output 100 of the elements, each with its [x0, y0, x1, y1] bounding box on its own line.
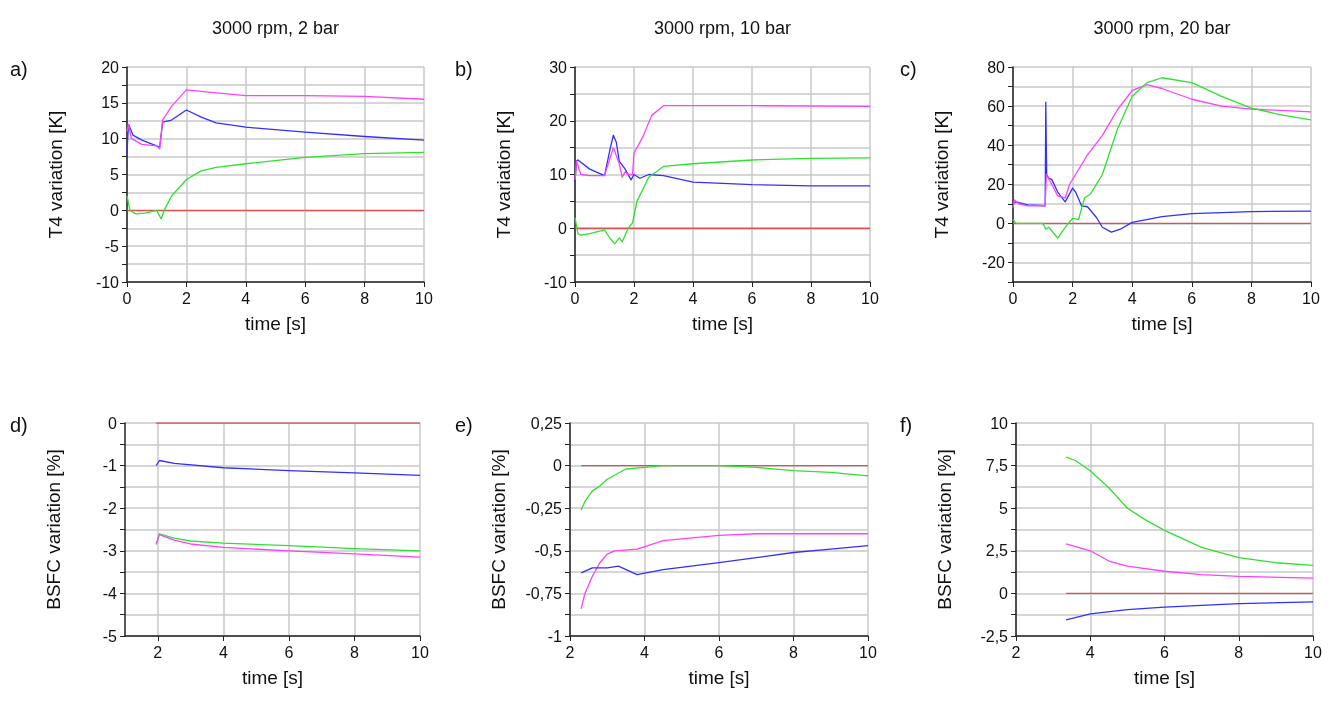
y-tick-label: 20	[101, 58, 120, 76]
x-axis-title: time [s]	[688, 667, 750, 688]
y-tick-label: 0	[108, 414, 118, 432]
line-series	[1065, 601, 1314, 621]
x-tick-label: 0	[122, 289, 132, 307]
y-tick-label: -5	[102, 627, 118, 645]
y-tick-label: 60	[987, 97, 1006, 115]
text: b)	[455, 58, 473, 80]
y-tick-label: -10	[95, 273, 120, 291]
chart-title: 3000 rpm, 10 bar	[653, 18, 792, 38]
x-tick-label: 2	[565, 643, 575, 661]
y-tick-label: 5	[110, 166, 120, 183]
x-tick-label: 4	[241, 289, 251, 307]
text: f)	[900, 414, 913, 436]
y-axis-title: T4 variation [K]	[45, 110, 66, 239]
line-series	[580, 464, 869, 511]
x-tick-label: 8	[360, 289, 370, 307]
line-series	[1065, 543, 1314, 579]
x-tick-label: 6	[300, 289, 310, 307]
x-tick-label: 8	[1246, 289, 1256, 307]
y-tick-label: -2	[102, 499, 118, 517]
line-series	[126, 109, 425, 154]
x-tick-label: 10	[411, 643, 429, 661]
y-tick-label: 20	[987, 175, 1006, 193]
text: d)	[10, 414, 28, 436]
y-tick-label: 5	[999, 499, 1009, 517]
x-tick-label: 4	[1085, 643, 1095, 661]
y-tick-label: 10	[990, 414, 1009, 432]
y-tick-label: 20	[549, 112, 568, 130]
y-tick-label: 10	[101, 130, 120, 148]
line-series	[574, 157, 871, 245]
line-series	[155, 533, 421, 558]
x-tick-label: 6	[747, 289, 757, 307]
chart-title: 3000 rpm, 20 bar	[1093, 18, 1231, 38]
y-tick-label: -4	[102, 584, 118, 602]
y-tick-label: -5	[104, 237, 120, 255]
y-tick-label: -0,25	[525, 499, 563, 517]
y-tick-label: 0	[999, 584, 1009, 602]
x-tick-label: 2	[629, 289, 639, 307]
x-tick-label: 6	[714, 643, 724, 661]
x-tick-label: 10	[1302, 289, 1320, 307]
y-tick-label: 10	[549, 166, 568, 183]
y-tick-label: 0,25	[530, 414, 563, 432]
x-axis-title: time [s]	[244, 313, 307, 334]
x-tick-label: 8	[1234, 643, 1244, 661]
y-tick-label: -0,5	[534, 542, 563, 560]
y-tick-label: 80	[987, 58, 1006, 76]
text: a)	[10, 58, 28, 80]
line-series	[155, 533, 421, 552]
line-series	[1012, 83, 1312, 209]
x-tick-label: 4	[218, 643, 228, 661]
x-tick-label: 4	[640, 643, 650, 661]
x-tick-label: 2	[153, 643, 163, 661]
text: c)	[900, 58, 917, 80]
x-axis-title: time [s]	[1133, 667, 1196, 688]
y-tick-label: 7,5	[985, 457, 1009, 475]
x-tick-label: 4	[688, 289, 698, 307]
y-tick-label: -0,75	[525, 584, 563, 602]
x-tick-label: 10	[1304, 643, 1322, 661]
y-axis-title: T4 variation [K]	[931, 110, 952, 239]
y-tick-label: -1	[547, 627, 563, 645]
line-series	[126, 151, 425, 220]
x-tick-label: 10	[859, 643, 877, 661]
x-tick-label: 4	[1127, 289, 1137, 307]
line-series	[574, 105, 871, 181]
x-tick-label: 2	[1011, 643, 1021, 661]
x-tick-label: 10	[861, 289, 879, 307]
x-axis-title: time [s]	[691, 313, 754, 334]
line-series	[1012, 101, 1312, 233]
line-series	[1012, 77, 1312, 239]
y-tick-label: -10	[543, 273, 568, 291]
y-tick-label: 0	[558, 219, 568, 237]
y-tick-label: 40	[987, 136, 1006, 154]
x-tick-label: 6	[1187, 289, 1197, 307]
x-tick-label: 8	[349, 643, 359, 661]
x-axis-title: time [s]	[1131, 313, 1193, 334]
y-tick-label: -20	[981, 253, 1006, 271]
y-tick-label: 0	[110, 201, 120, 219]
x-tick-label: 0	[570, 289, 580, 307]
chart-title: 3000 rpm, 2 bar	[211, 18, 340, 38]
line-series	[580, 545, 869, 576]
y-tick-label: 2,5	[985, 542, 1009, 560]
y-tick-label: 30	[549, 58, 568, 76]
x-tick-label: 2	[181, 289, 191, 307]
line-series	[580, 533, 869, 610]
x-tick-label: 6	[284, 643, 294, 661]
y-axis-title: BSFC variation [%]	[488, 449, 509, 610]
y-tick-label: -1	[102, 457, 118, 475]
x-tick-label: 10	[415, 289, 433, 307]
y-tick-label: 0	[996, 214, 1006, 232]
y-tick-label: -3	[102, 542, 118, 560]
text: e)	[455, 414, 473, 436]
line-series	[1065, 456, 1314, 566]
y-tick-label: -2,5	[980, 627, 1009, 645]
y-axis-title: BSFC variation [%]	[43, 449, 64, 610]
x-tick-label: 8	[806, 289, 816, 307]
x-tick-label: 8	[789, 643, 799, 661]
line-series	[574, 134, 871, 187]
y-tick-label: 15	[101, 94, 120, 112]
x-tick-label: 6	[1160, 643, 1170, 661]
